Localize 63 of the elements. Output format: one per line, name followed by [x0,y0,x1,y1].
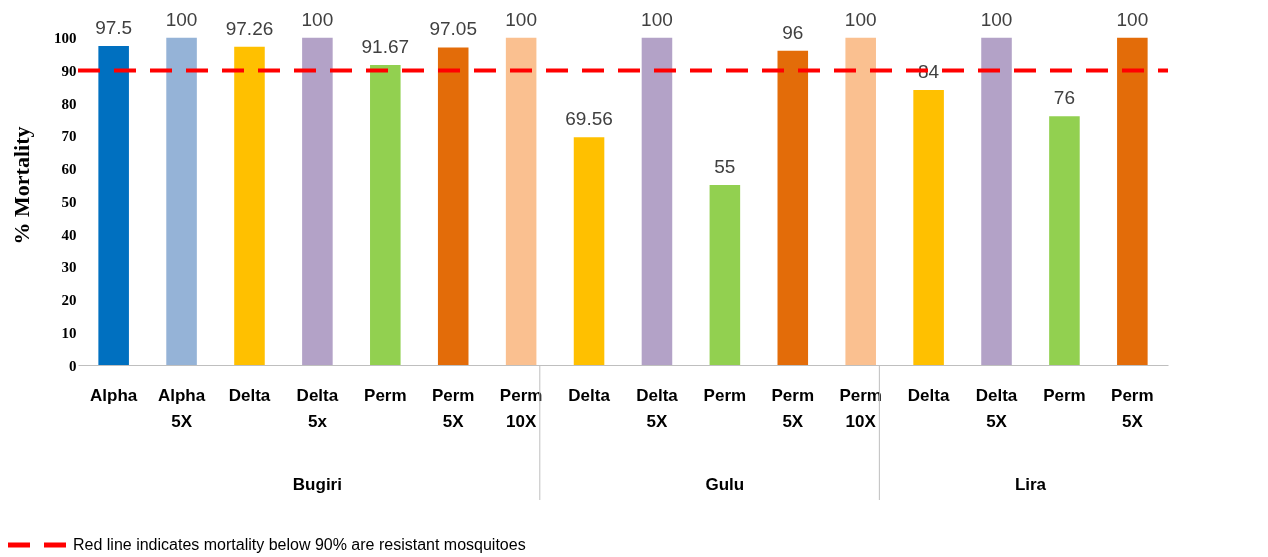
y-tick-label: 20 [61,292,77,309]
x-tick-label: Alpha 5X [157,385,206,431]
data-label: 100 [505,8,537,30]
data-label: 69.56 [565,108,613,130]
bar [166,37,197,365]
x-tick-label: Perm 5X [1111,385,1154,431]
bar [370,64,401,365]
y-axis-title: % Mortality [9,126,34,245]
data-label: 76 [1053,87,1075,109]
y-tick-label: 0 [69,357,77,374]
data-label: 100 [1116,8,1149,30]
bar [1049,116,1080,365]
x-tick-label: Delta 5X [636,385,679,431]
data-label: 100 [844,8,877,30]
data-label: 96 [782,21,804,43]
text: Lira [1014,475,1047,494]
legend-label: Red line indicates mortality below 90% are resistant mosquitoes [73,536,526,553]
x-tick-label: Perm [1043,385,1086,405]
x-tick-label: Perm 10X [499,385,543,431]
bar [981,37,1012,365]
bar [234,46,265,365]
x-tick-label: Delta [568,385,611,405]
x-tick-label: Perm 5X [771,385,815,431]
data-label: 100 [301,8,334,30]
y-tick-label: 50 [61,193,77,210]
bar [98,45,129,365]
data-label: 97.05 [429,18,477,40]
data-label: 55 [714,156,736,177]
text: Bugiri [292,475,342,494]
data-label: 100 [165,8,198,30]
bar [302,37,333,365]
bar [437,47,469,365]
y-tick-label: 40 [61,226,77,243]
data-label: 100 [641,8,673,30]
y-tick-label: 80 [61,95,77,112]
x-tick-label: Perm [703,385,747,405]
data-label: 97.26 [225,17,274,39]
y-tick-label: 70 [61,128,77,145]
x-tick-label: Perm 5X [431,385,475,431]
data-label: 91.67 [361,35,410,57]
x-tick-label: Delta 5X [975,385,1018,431]
bar [845,37,876,365]
y-tick-label: 10 [61,324,77,341]
bar [1117,37,1148,365]
x-tick-label: Perm [364,385,407,405]
y-tick-label: 60 [61,161,77,178]
x-tick-label: Perm 10X [839,385,882,431]
data-label: 97.5 [95,16,133,38]
x-tick-label: Delta 5x [296,385,339,431]
y-tick-label: 90 [61,62,77,79]
bar [709,185,741,365]
y-tick-label: 100 [54,30,77,47]
x-tick-label: Delta [228,385,271,405]
bar [777,50,809,365]
text: Gulu [705,475,745,494]
x-tick-label: Alpha [90,385,138,405]
bar [505,37,537,365]
bar [913,90,944,365]
bar [573,137,605,365]
x-tick-label: Delta [907,385,950,405]
y-tick-label: 30 [61,259,77,276]
data-label: 100 [980,8,1013,30]
bar [641,37,673,365]
